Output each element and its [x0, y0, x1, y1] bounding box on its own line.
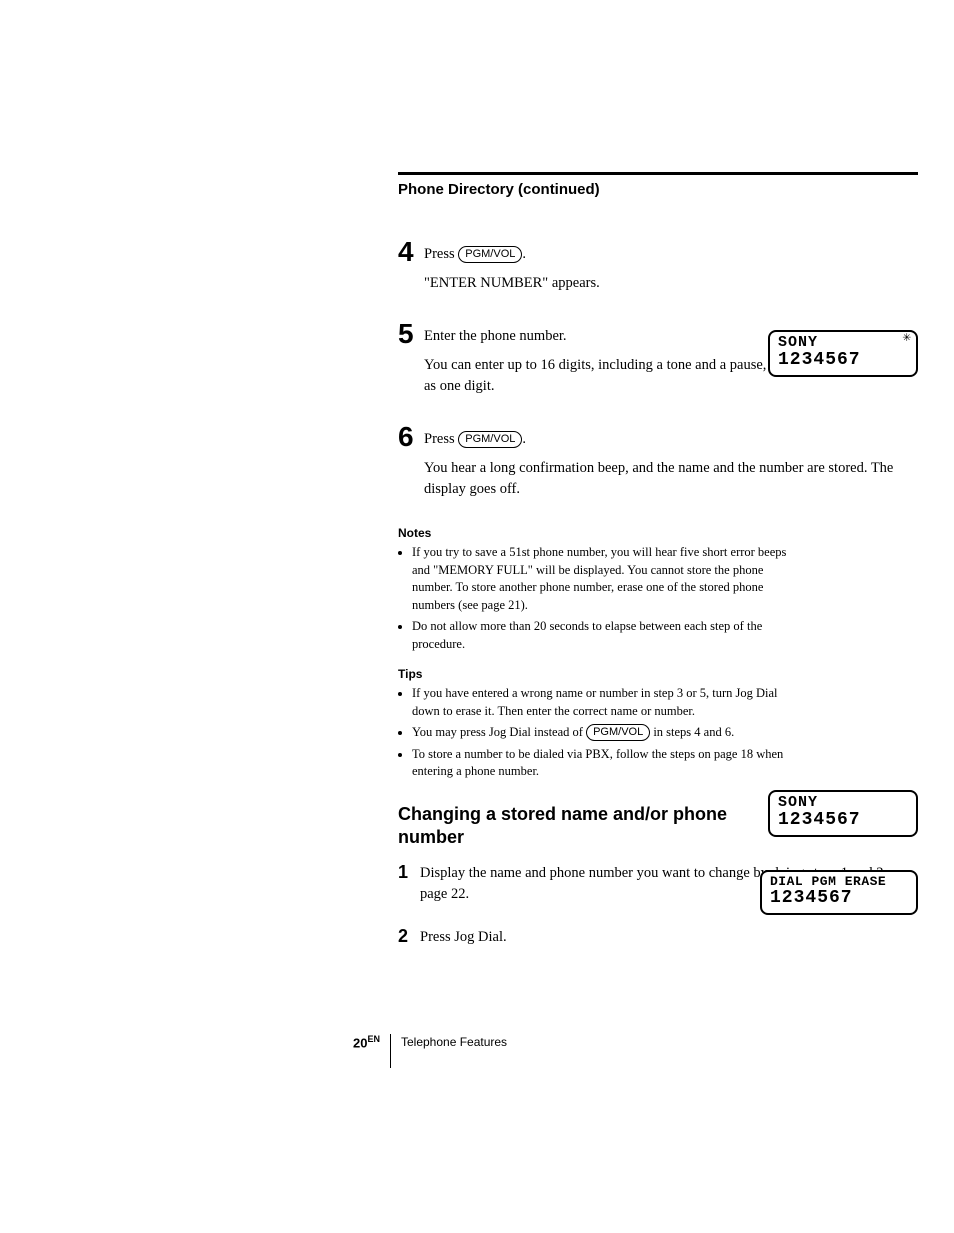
tips-list: If you have entered a wrong name or numb… — [398, 685, 792, 781]
text: Press — [424, 431, 458, 447]
text: Press — [424, 246, 458, 262]
step-number: 5 — [398, 320, 424, 348]
lcd-line2: 1234567 — [778, 351, 908, 370]
list-item: Do not allow more than 20 seconds to ela… — [412, 618, 792, 653]
tips-heading: Tips — [398, 667, 918, 681]
header-rule — [398, 172, 918, 175]
page-num-value: 20 — [353, 1035, 367, 1050]
page-footer: 20EN Telephone Features — [353, 1034, 507, 1068]
text: . — [522, 431, 526, 447]
subsection-title: Changing a stored name and/or phone numb… — [398, 803, 798, 850]
lcd-display-sub2: DIAL PGM ERASE 1234567 — [760, 870, 918, 915]
step-detail: "ENTER NUMBER" appears. — [424, 273, 918, 294]
step-number: 4 — [398, 238, 424, 266]
lcd-display-sub1: SONY 1234567 — [768, 790, 918, 837]
pgm-vol-button-label: PGM/VOL — [458, 431, 522, 448]
content-column: Phone Directory (continued) 4 Press PGM/… — [398, 172, 918, 970]
cursor-burst-icon: ✳ — [903, 334, 912, 342]
manual-page: Phone Directory (continued) 4 Press PGM/… — [0, 0, 954, 1233]
footer-divider — [390, 1034, 391, 1068]
lcd-line1: DIAL PGM ERASE — [770, 875, 908, 889]
lcd-line2: 1234567 — [778, 811, 908, 830]
step-detail: You hear a long confirmation beep, and t… — [424, 458, 918, 500]
step-number: 1 — [398, 863, 420, 881]
list-item: If you try to save a 51st phone number, … — [412, 544, 792, 614]
step-body: Press PGM/VOL. You hear a long confirmat… — [424, 423, 918, 500]
lcd-display-step5: ✳ SONY 1234567 — [768, 330, 918, 377]
notes-list: If you try to save a 51st phone number, … — [398, 544, 792, 653]
text: in steps 4 and 6. — [650, 725, 734, 739]
step-body: Press Jog Dial. — [420, 927, 918, 948]
step-number: 6 — [398, 423, 424, 451]
step-6: 6 Press PGM/VOL. You hear a long confirm… — [398, 423, 918, 500]
step-lead: Press PGM/VOL. — [424, 244, 918, 265]
pgm-vol-button-label: PGM/VOL — [458, 246, 522, 263]
page-num-lang: EN — [367, 1034, 380, 1044]
text: . — [522, 246, 526, 262]
lcd-line1: SONY — [778, 795, 908, 811]
lcd-line1: SONY — [778, 335, 908, 351]
list-item: If you have entered a wrong name or numb… — [412, 685, 792, 720]
lcd-line2: 1234567 — [770, 889, 908, 908]
footer-section: Telephone Features — [401, 1034, 507, 1049]
step-body: Press PGM/VOL. "ENTER NUMBER" appears. — [424, 238, 918, 294]
text: You may press Jog Dial instead of — [412, 725, 586, 739]
list-item: You may press Jog Dial instead of PGM/VO… — [412, 724, 792, 742]
list-item: To store a number to be dialed via PBX, … — [412, 746, 792, 781]
section-title: Phone Directory (continued) — [398, 181, 918, 198]
step-4: 4 Press PGM/VOL. "ENTER NUMBER" appears. — [398, 238, 918, 294]
step-number: 2 — [398, 927, 420, 945]
step-lead: Press PGM/VOL. — [424, 429, 918, 450]
pgm-vol-button-label: PGM/VOL — [586, 724, 650, 741]
page-number: 20EN — [353, 1034, 390, 1050]
notes-heading: Notes — [398, 526, 918, 540]
substep-2: 2 Press Jog Dial. — [398, 927, 918, 948]
